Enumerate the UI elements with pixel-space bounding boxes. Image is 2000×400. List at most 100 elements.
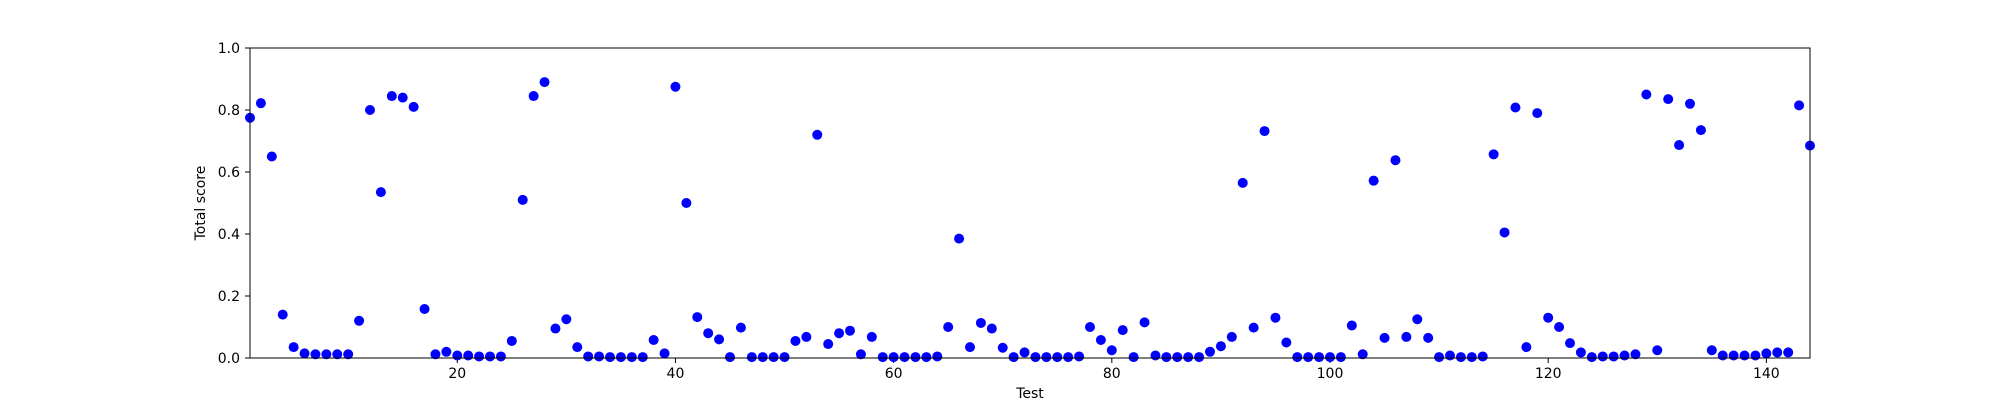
- data-point: [594, 351, 605, 362]
- data-point: [332, 349, 343, 360]
- data-point: [354, 315, 365, 326]
- data-point: [1728, 350, 1739, 361]
- data-point: [583, 351, 594, 362]
- data-point: [855, 349, 866, 360]
- y-tick-label: 0.2: [218, 289, 240, 305]
- y-axis-label: Total score: [193, 166, 209, 242]
- data-point: [845, 325, 855, 336]
- data-point: [790, 335, 801, 346]
- data-point: [648, 335, 659, 346]
- data-point: [430, 349, 441, 360]
- data-point: [1270, 312, 1281, 323]
- x-tick-label: 20: [448, 366, 466, 382]
- data-point: [1041, 352, 1052, 363]
- x-tick-label: 140: [1753, 366, 1780, 382]
- data-point: [823, 339, 834, 350]
- data-point: [1117, 325, 1128, 336]
- data-point: [921, 352, 932, 363]
- data-point: [910, 352, 921, 363]
- data-point: [1205, 346, 1215, 357]
- data-point: [965, 342, 975, 353]
- data-point: [1685, 98, 1695, 109]
- data-point: [1717, 350, 1728, 361]
- data-point: [1106, 345, 1117, 356]
- data-point: [506, 335, 517, 346]
- data-point: [1510, 102, 1521, 113]
- data-point: [1325, 352, 1335, 363]
- data-point: [975, 317, 986, 328]
- data-point: [1412, 314, 1423, 325]
- data-point: [1423, 332, 1434, 343]
- data-point: [1750, 350, 1761, 361]
- x-tick-label: 80: [1103, 366, 1121, 382]
- data-point: [692, 312, 703, 323]
- data-point: [681, 198, 692, 208]
- data-point: [1641, 89, 1652, 100]
- data-point: [572, 342, 583, 353]
- data-point: [1183, 352, 1194, 363]
- data-point: [703, 328, 714, 339]
- data-point: [266, 151, 277, 162]
- data-point: [474, 351, 485, 362]
- data-point: [1521, 342, 1532, 353]
- data-point: [1379, 332, 1390, 343]
- data-point: [1194, 352, 1205, 363]
- data-point: [877, 352, 888, 363]
- data-point: [1030, 352, 1041, 363]
- data-point: [1314, 352, 1325, 363]
- data-point: [714, 334, 725, 345]
- data-point: [528, 91, 539, 102]
- data-point: [299, 348, 310, 359]
- data-point: [866, 331, 877, 342]
- data-point: [1565, 338, 1575, 349]
- data-point: [1019, 347, 1030, 358]
- data-point: [1554, 322, 1565, 332]
- data-point: [779, 352, 790, 363]
- data-point: [1401, 331, 1412, 342]
- data-point: [899, 352, 910, 363]
- y-tick-label: 1.0: [218, 41, 240, 57]
- data-point: [1161, 352, 1172, 363]
- data-point: [1543, 312, 1554, 323]
- data-point: [1095, 335, 1106, 346]
- data-point: [746, 352, 757, 363]
- data-point: [735, 322, 746, 333]
- data-point: [1259, 126, 1270, 137]
- data-point: [1674, 140, 1685, 151]
- data-point: [1085, 322, 1095, 332]
- data-point: [1445, 350, 1455, 361]
- x-tick-label: 40: [667, 366, 685, 382]
- data-point: [1172, 352, 1183, 363]
- data-point: [441, 346, 452, 357]
- data-point: [1608, 351, 1619, 362]
- data-point: [1575, 347, 1586, 358]
- data-point: [1477, 351, 1488, 362]
- data-point: [932, 351, 943, 362]
- data-point: [485, 351, 495, 362]
- y-tick-label: 0.6: [218, 165, 240, 181]
- data-point: [1455, 352, 1466, 363]
- data-point: [1237, 177, 1248, 188]
- plot-frame: [249, 47, 1811, 359]
- data-point: [550, 323, 561, 334]
- data-point: [1335, 352, 1346, 363]
- data-point: [386, 91, 397, 102]
- data-point: [725, 352, 735, 363]
- y-tick-label: 0.0: [218, 351, 240, 367]
- data-point: [1063, 352, 1074, 363]
- data-point: [321, 349, 332, 360]
- data-point: [757, 352, 768, 363]
- data-point: [375, 187, 386, 198]
- data-point: [517, 194, 528, 205]
- data-point: [768, 352, 779, 363]
- data-points: [245, 77, 1815, 363]
- x-tick-label: 120: [1535, 366, 1562, 382]
- data-point: [561, 314, 572, 325]
- data-point: [1499, 227, 1510, 238]
- data-point: [1630, 349, 1641, 360]
- data-point: [1215, 341, 1226, 352]
- data-point: [1783, 347, 1794, 358]
- data-point: [1128, 352, 1139, 363]
- data-point: [1652, 345, 1663, 356]
